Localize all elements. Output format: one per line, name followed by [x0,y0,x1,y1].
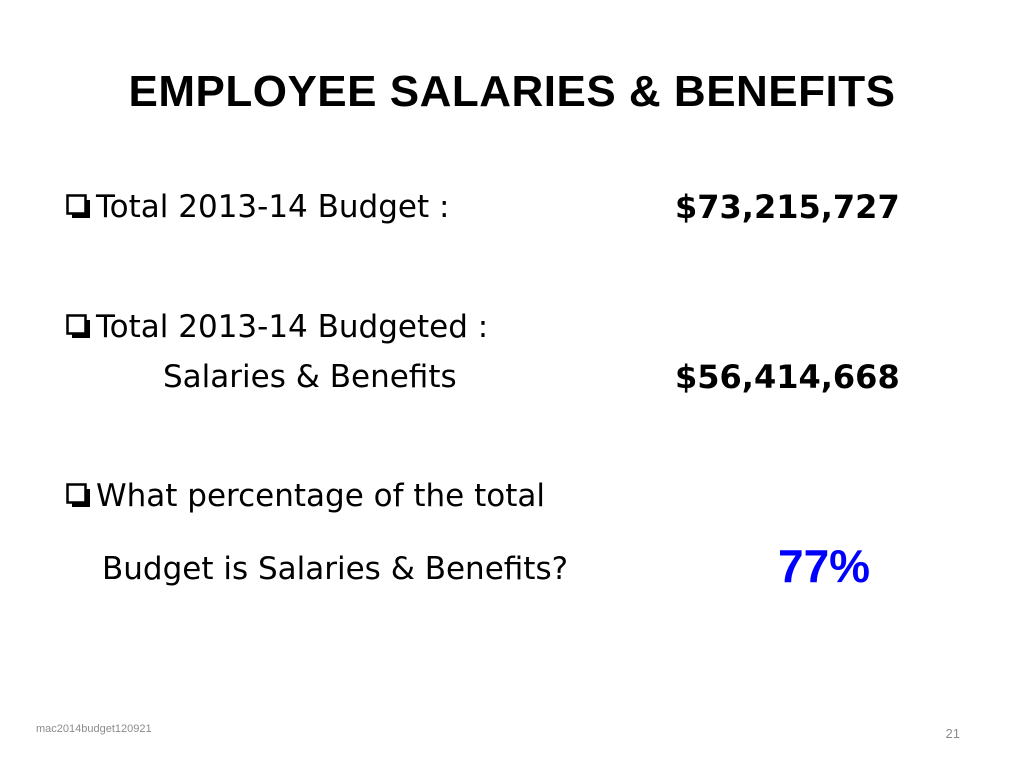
total-budget-amount: $73,215,727 [675,188,900,226]
salaries-percentage-value: 77% [778,540,871,592]
checkbox-square-icon [64,474,96,518]
percentage-question-label: What percentage of the total [96,478,545,514]
percentage-question-sublabel: Budget is Salaries & Benefits? [102,551,569,587]
slide-title: EMPLOYEE SALARIES & BENEFITS [128,67,896,116]
bullet-line-total-budget: Total 2013-14 Budget : [64,185,449,229]
salaries-benefits-amount: $56,414,668 [675,358,900,396]
footer-text: mac2014budget120921 [36,723,152,735]
bullet-line-percentage-question: What percentage of the total [64,474,545,518]
salaries-benefits-sublabel: Salaries & Benefits [163,359,457,395]
total-budget-label: Total 2013-14 Budget : [96,189,450,225]
salaries-budgeted-label: Total 2013-14 Budgeted : [96,309,489,345]
page-number: 21 [945,726,960,741]
checkbox-square-icon [64,185,96,229]
bullet-line-salaries-budgeted: Total 2013-14 Budgeted : [64,305,488,349]
checkbox-square-icon [64,305,96,349]
